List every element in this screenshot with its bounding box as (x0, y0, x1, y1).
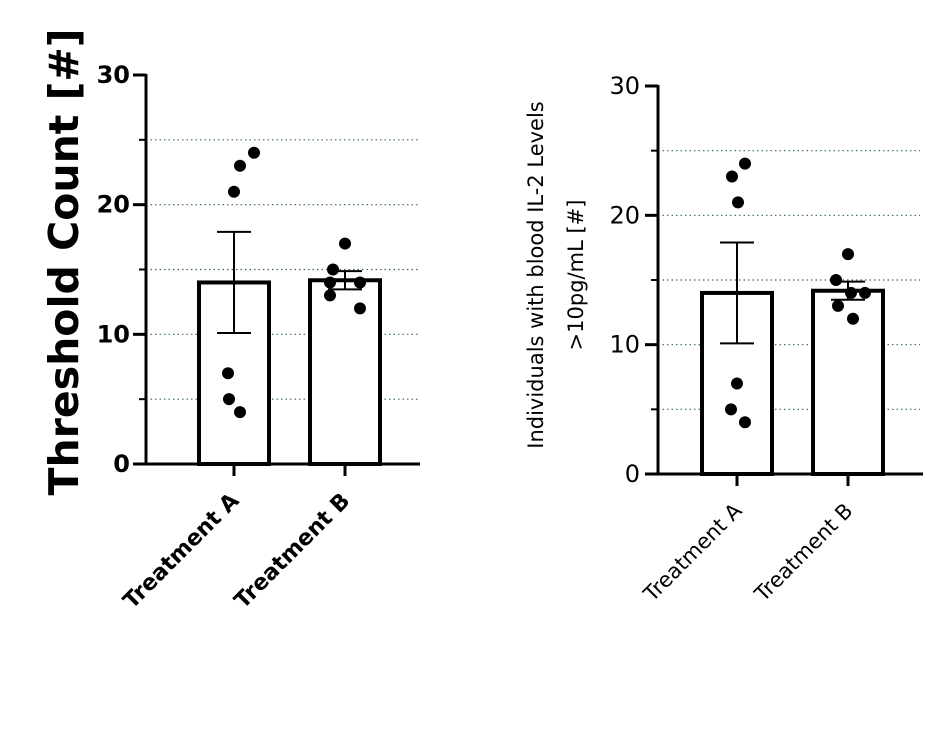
chart2-y-axis-title-line: Individuals with blood IL-2 Levels (524, 101, 548, 449)
chart1-data-point (228, 185, 240, 198)
chart1-x-tick-label: Treatment B (230, 489, 355, 614)
chart2-y-axis-title-line: >10pg/mL [#] (564, 200, 588, 351)
chart2-data-point (847, 312, 859, 325)
chart2-data-point (725, 403, 737, 416)
chart1-bar (308, 278, 382, 466)
chart2-y-tick-label: 0 (625, 460, 640, 488)
chart1-y-tick-label: 20 (97, 191, 130, 219)
chart1-data-point (354, 302, 366, 315)
chart1-data-point (234, 406, 246, 419)
chart1-y-tick-label: 30 (97, 61, 130, 89)
chart1-y-tick-label: 10 (97, 320, 130, 348)
chart1-data-point (248, 146, 260, 159)
chart2-data-point (830, 274, 842, 286)
chart2-x-tick-label: Treatment B (749, 499, 857, 607)
chart2-data-point (832, 299, 844, 312)
chart2-data-point (845, 286, 857, 299)
chart1-data-point (339, 237, 351, 250)
chart1-data-point (327, 263, 339, 276)
chart2-y-tick-label: 10 (609, 331, 640, 359)
chart1-data-point (234, 159, 246, 172)
chart2-y-tick-label: 20 (609, 201, 640, 229)
chart2-y-tick-label: 30 (609, 72, 640, 100)
chart2-data-point (739, 157, 751, 170)
chart2-data-point (726, 170, 738, 183)
chart2-data-point (732, 196, 744, 209)
chart1-data-point (324, 276, 336, 289)
chart1-y-axis-title: Threshold Count [#] (40, 29, 88, 496)
chart2-x-tick-label: Treatment A (638, 498, 747, 607)
chart2-data-point (739, 416, 751, 429)
chart1-y-tick-label: 0 (113, 450, 130, 478)
chart2-data-point (859, 286, 871, 299)
chart2-data-point (842, 248, 854, 261)
chart2-data-point (731, 377, 743, 390)
chart1-data-point (324, 289, 336, 302)
chart1-data-point (223, 393, 235, 406)
chart1-data-point (222, 367, 234, 380)
chart1-data-point (354, 276, 366, 289)
chart1-x-tick-label: Treatment A (119, 489, 244, 614)
